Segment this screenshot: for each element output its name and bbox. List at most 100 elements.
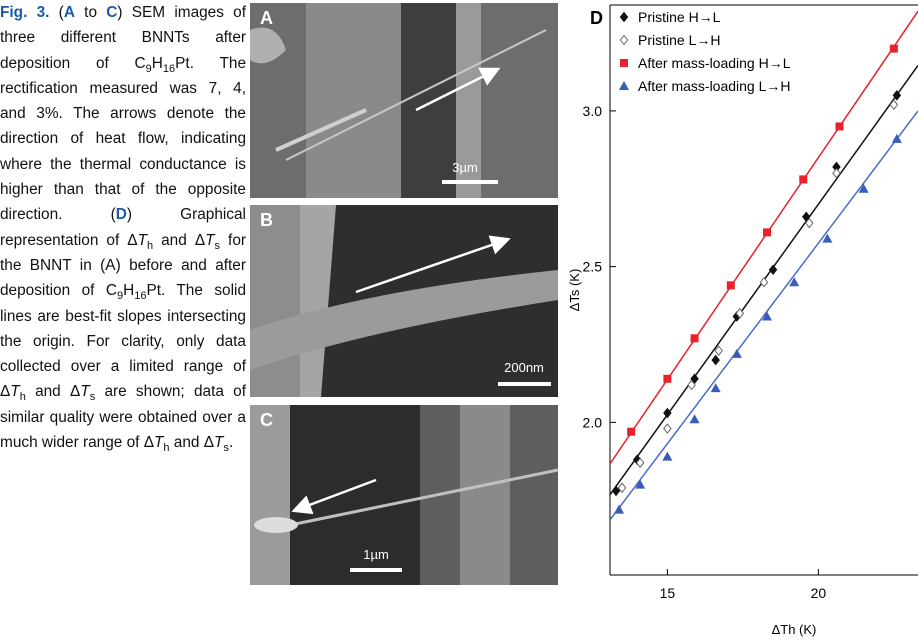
caption-text: are shown; data of similar quality were … — [0, 383, 246, 452]
caption-text: 16 — [162, 62, 176, 75]
figure: A 3µm B 200nm C 1µm D — [250, 3, 918, 637]
marker — [726, 281, 735, 290]
marker — [663, 374, 672, 383]
caption-text: Pt. The solid lines are best-fit slopes … — [0, 282, 246, 401]
caption-text: to — [74, 4, 107, 21]
marker — [662, 451, 673, 461]
marker — [802, 211, 811, 223]
caption-text: h — [163, 442, 170, 455]
y-tick-label: 2.0 — [583, 414, 603, 430]
marker — [731, 348, 742, 358]
caption-text: s — [89, 391, 96, 404]
y-tick-label: 2.5 — [583, 259, 603, 275]
y-tick-label: 3.0 — [583, 103, 603, 119]
caption-text: h — [19, 391, 26, 404]
scale-bar-label: 3µm — [452, 160, 478, 175]
marker — [690, 373, 699, 385]
marker — [635, 479, 646, 489]
marker — [710, 383, 721, 393]
marker — [799, 175, 808, 184]
caption-text: ) SEM images of three different BNNTs af… — [0, 4, 247, 72]
caption-text: ( — [49, 4, 64, 21]
panel-label: A — [260, 8, 273, 28]
marker — [889, 44, 898, 53]
marker — [762, 311, 773, 321]
marker — [711, 354, 720, 366]
caption-text: H — [123, 282, 135, 300]
marker — [663, 407, 672, 419]
caption-text: D — [115, 206, 127, 224]
legend-label: Pristine L→H — [638, 32, 720, 48]
caption-text: C — [106, 4, 118, 21]
caption-text: h — [146, 239, 154, 252]
sem-panel-c: C 1µm — [250, 405, 559, 585]
sem-panel-a: A 3µm — [250, 3, 558, 198]
marker — [663, 423, 672, 434]
marker — [763, 228, 772, 237]
caption-text: T — [205, 231, 215, 249]
caption-text: T — [154, 434, 164, 452]
plot-area — [610, 10, 918, 521]
panel-label: D — [590, 8, 603, 28]
caption-text: 16 — [134, 290, 147, 303]
caption-text: A — [63, 4, 75, 21]
legend-marker — [620, 59, 628, 67]
x-axis-label: ΔTh (K) — [772, 622, 817, 637]
caption-text: and Δ — [25, 383, 81, 401]
sem-panel-b: B 200nm — [250, 205, 558, 397]
legend-marker — [619, 34, 629, 46]
caption-text: ) Graphical representation of Δ — [0, 206, 246, 249]
caption-text: and Δ — [153, 231, 206, 249]
marker — [789, 277, 800, 287]
marker — [805, 217, 814, 229]
panel-label: C — [260, 410, 273, 430]
x-tick-label: 20 — [811, 585, 827, 601]
marker — [611, 485, 621, 497]
caption-text: 9 — [116, 290, 124, 303]
caption-text: s — [223, 442, 229, 455]
marker — [891, 133, 902, 143]
marker — [832, 167, 841, 179]
panel-label: B — [260, 210, 273, 230]
caption-text: H — [151, 54, 163, 72]
marker — [835, 122, 844, 131]
caption-label: Fig. 3. — [0, 4, 50, 21]
marker — [689, 414, 700, 424]
caption-text: and Δ — [169, 434, 215, 452]
marker — [759, 276, 769, 288]
scale-bar-label: 1µm — [363, 547, 389, 562]
marker — [768, 264, 778, 276]
marker — [690, 334, 699, 343]
caption-text: 9 — [145, 62, 152, 75]
legend-marker — [619, 81, 629, 90]
caption-text: . — [228, 434, 234, 452]
scale-bar-label: 200nm — [504, 360, 544, 375]
marker — [858, 183, 869, 193]
marker — [627, 427, 636, 436]
caption: Fig. 3. (A to C) SEM images of three dif… — [0, 4, 247, 455]
scatter-chart: 2.0 2.5 3.0 15 20 ΔTh (K) ΔTs (K) Pristine H→L P… — [567, 4, 918, 637]
marker — [635, 457, 645, 469]
y-axis-label: ΔTs (K) — [567, 269, 582, 312]
caption-text: for the BNNT in (A) before and after dep… — [0, 231, 246, 300]
marker — [687, 379, 696, 391]
marker — [714, 345, 723, 357]
caption-text: T — [80, 383, 90, 401]
caption-text: Pt. The rectification measured was 7, 4,… — [0, 54, 247, 224]
legend-marker — [619, 11, 629, 23]
legend-label: Pristine H→L — [638, 9, 721, 25]
legend-label: After mass-loading H→L — [638, 55, 791, 71]
caption-text: T — [214, 434, 224, 452]
x-tick-label: 15 — [660, 585, 676, 601]
marker — [617, 482, 627, 494]
caption-text: T — [137, 231, 147, 249]
marker — [822, 233, 833, 243]
marker — [614, 504, 625, 514]
fit-line — [610, 10, 918, 465]
fit-line — [610, 110, 918, 521]
marker — [889, 99, 899, 110]
marker — [892, 90, 902, 101]
marker — [735, 308, 745, 319]
